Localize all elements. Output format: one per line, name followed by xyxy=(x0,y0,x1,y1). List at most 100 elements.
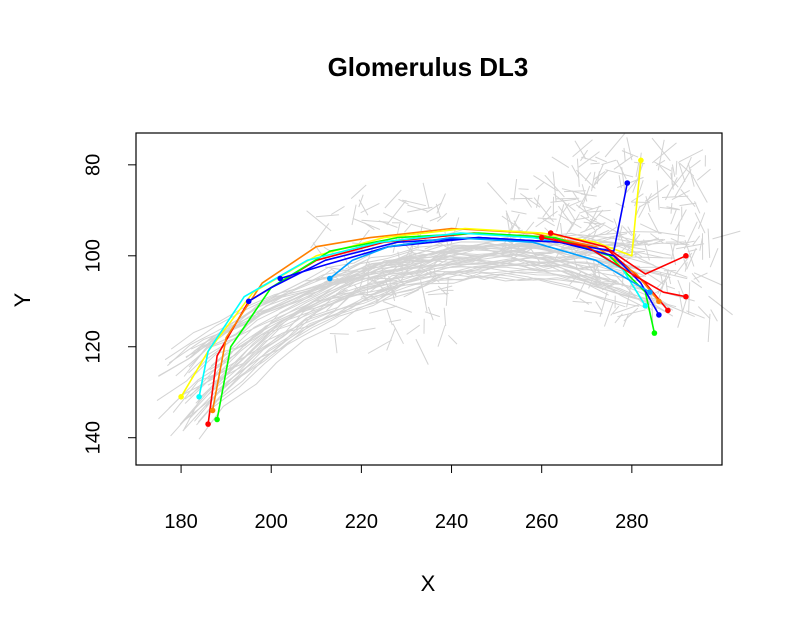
background-branch xyxy=(651,297,658,310)
background-branch xyxy=(679,202,697,207)
background-branch xyxy=(561,188,590,196)
background-branch xyxy=(682,256,687,267)
background-branch xyxy=(676,243,705,250)
background-branch xyxy=(358,194,364,208)
background-branch xyxy=(407,204,428,212)
background-branch xyxy=(581,184,588,202)
background-branch xyxy=(432,250,449,266)
x-tick-label: 180 xyxy=(164,511,197,533)
background-branch xyxy=(588,274,602,282)
background-branch xyxy=(621,167,626,196)
background-branch xyxy=(659,272,664,286)
series-line xyxy=(329,236,651,293)
background-branch xyxy=(671,164,676,177)
background-branch xyxy=(569,270,582,286)
background-trace xyxy=(197,254,640,423)
background-branch xyxy=(518,188,529,190)
y-tick-label: 80 xyxy=(82,154,104,176)
series-endpoint xyxy=(209,407,216,414)
background-branch xyxy=(707,228,711,259)
background-trace xyxy=(193,245,649,352)
background-branch xyxy=(409,272,420,276)
series-endpoint xyxy=(538,234,545,241)
background-branch xyxy=(427,292,449,296)
series-endpoint xyxy=(277,275,284,282)
background-branch xyxy=(553,193,576,212)
series-endpoint xyxy=(656,312,662,318)
background-branch xyxy=(651,137,671,162)
background-branch xyxy=(563,190,586,193)
background-trace xyxy=(210,261,688,410)
background-branch xyxy=(678,149,704,163)
background-branch xyxy=(533,175,558,192)
background-traces xyxy=(156,133,741,440)
background-branch xyxy=(647,239,666,247)
background-branch xyxy=(598,214,614,223)
series-line xyxy=(211,227,660,411)
background-branch xyxy=(670,237,684,245)
background-branch xyxy=(369,305,398,314)
background-branch xyxy=(520,193,541,208)
background-branch xyxy=(426,202,443,214)
background-branch xyxy=(657,269,669,300)
series-endpoint xyxy=(547,230,554,236)
background-branch xyxy=(306,210,332,232)
background-branch xyxy=(382,212,408,226)
x-tick-label: 240 xyxy=(435,511,468,533)
background-branch xyxy=(564,221,575,238)
background-branch xyxy=(388,319,402,323)
background-branch xyxy=(585,209,611,213)
background-branch xyxy=(678,161,686,183)
background-branch xyxy=(677,221,680,245)
background-branch xyxy=(678,290,684,313)
background-branch xyxy=(626,240,652,244)
background-branch xyxy=(601,159,617,166)
background-trace xyxy=(186,236,615,361)
series-endpoint xyxy=(683,253,689,259)
x-tick-label: 260 xyxy=(525,511,558,533)
series-endpoint xyxy=(214,416,220,423)
background-branch xyxy=(661,195,689,198)
background-branch xyxy=(601,281,618,283)
background-branch xyxy=(557,205,574,227)
background-trace xyxy=(196,261,619,426)
background-branch xyxy=(707,313,711,343)
background-branch xyxy=(666,206,679,210)
background-branch xyxy=(590,162,600,165)
series-endpoint xyxy=(245,298,252,305)
background-branch xyxy=(595,156,607,163)
x-tick-label: 220 xyxy=(345,511,378,533)
background-branch xyxy=(603,301,614,327)
background-branch xyxy=(389,284,397,296)
background-branch xyxy=(686,156,692,169)
series-endpoint xyxy=(665,307,671,314)
background-branch xyxy=(677,279,685,298)
background-branch xyxy=(513,179,518,201)
background-branch xyxy=(386,328,396,351)
background-branch xyxy=(670,209,677,225)
background-branch xyxy=(433,268,437,278)
background-branch xyxy=(708,295,733,316)
background-branch xyxy=(712,230,741,240)
background-branch xyxy=(562,202,570,213)
series-endpoint xyxy=(327,275,333,282)
series-endpoint xyxy=(647,289,653,296)
y-tick-label: 140 xyxy=(82,421,104,454)
background-branch xyxy=(403,289,420,298)
background-branch xyxy=(675,160,678,175)
background-branch xyxy=(575,273,599,284)
background-branch xyxy=(351,204,357,226)
x-tick-label: 280 xyxy=(615,511,648,533)
background-branch xyxy=(398,198,409,205)
y-axis-label: Y xyxy=(10,292,35,307)
background-branch xyxy=(671,189,690,201)
background-branch xyxy=(345,259,367,270)
background-branch xyxy=(656,180,660,210)
background-branch xyxy=(710,309,718,322)
background-trace xyxy=(207,272,660,386)
background-branch xyxy=(383,280,397,297)
series-endpoint xyxy=(642,303,649,309)
background-branch xyxy=(618,225,623,241)
background-branch xyxy=(622,226,633,237)
background-branch xyxy=(375,282,399,303)
